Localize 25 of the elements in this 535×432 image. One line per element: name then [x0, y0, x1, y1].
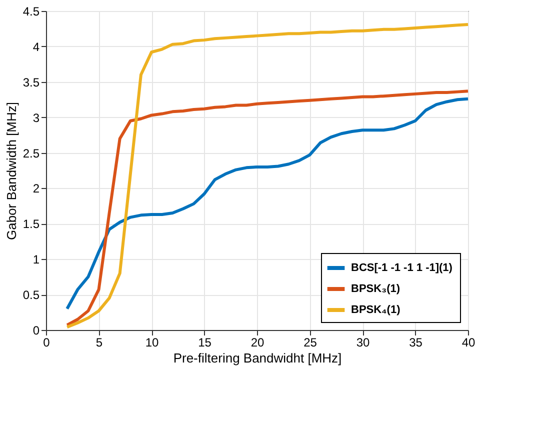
x-tick-label: 5	[96, 336, 103, 350]
x-tick-label: 20	[250, 336, 264, 350]
y-tick-label: 3	[32, 110, 40, 125]
y-tick-label: 2	[32, 182, 40, 196]
x-tick-label: 30	[356, 336, 370, 350]
legend-label: BPSK₃(1)	[351, 283, 400, 295]
legend-label: BPSK₄(1)	[351, 304, 401, 316]
y-tick-label: 4.5	[22, 4, 40, 18]
x-tick-label: 40	[462, 336, 476, 350]
y-tick-label: 3.5	[22, 75, 40, 90]
y-tick-label: 1.5	[22, 217, 40, 232]
x-tick-label: 15	[198, 336, 212, 350]
line-series	[66, 22, 470, 329]
x-tick-label: 25	[304, 336, 318, 350]
y-tick-label: 2.5	[22, 146, 40, 160]
x-tick-label: 10	[145, 336, 159, 350]
y-tick-label: 4	[32, 40, 40, 54]
y-tick-label: 0	[32, 324, 40, 338]
x-axis-title: Pre-filtering Bandwidht [MHz]	[173, 350, 342, 366]
y-tick-label: 1	[32, 252, 40, 267]
x-tick-label: 0	[43, 336, 50, 350]
legend-label: BCS[-1 -1 -1 1 -1](1)	[351, 262, 453, 274]
y-axis-title: Gabor Bandwidth [MHz]	[4, 102, 19, 240]
x-tick-label: 35	[409, 336, 423, 350]
y-tick-label: 0.5	[22, 288, 40, 302]
